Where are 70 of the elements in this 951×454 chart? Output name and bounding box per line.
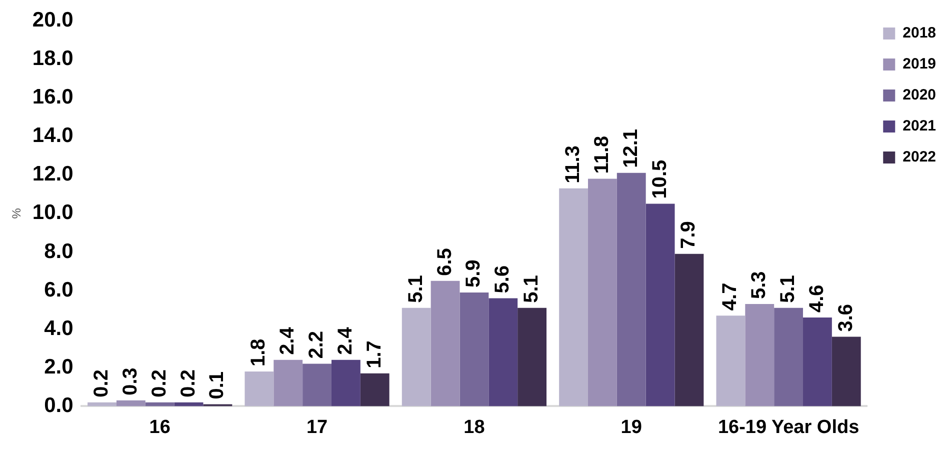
legend-label: 2021 — [902, 118, 936, 135]
bar — [145, 402, 174, 406]
bar — [716, 316, 746, 406]
bar — [430, 280, 460, 406]
data-label: 11.8 — [590, 136, 613, 174]
data-label: 5.1 — [404, 275, 427, 303]
y-tick-label: 2.0 — [44, 355, 74, 378]
bar — [116, 400, 146, 406]
data-label: 2.4 — [334, 326, 356, 355]
data-label: 12.1 — [620, 128, 642, 168]
y-tick-label: 16.0 — [32, 86, 74, 109]
data-label: 4.7 — [719, 282, 742, 311]
bar — [88, 402, 116, 406]
x-tick-label: 16 — [149, 416, 170, 438]
data-label: 5.1 — [777, 275, 800, 303]
data-label: 6.5 — [434, 248, 456, 276]
bar — [588, 178, 617, 406]
data-label: 4.6 — [806, 284, 828, 313]
legend-label: 2020 — [902, 86, 936, 104]
y-tick-label: 14.0 — [32, 124, 74, 148]
bar — [331, 360, 360, 406]
bar — [402, 308, 431, 406]
bar — [274, 360, 303, 406]
y-tick-label: 18.0 — [32, 46, 74, 70]
data-label: 5.9 — [462, 260, 485, 288]
y-tick-label: 8.0 — [44, 240, 74, 263]
bar — [832, 336, 861, 406]
y-tick-label: 4.0 — [44, 316, 74, 340]
y-axis-title: % — [10, 208, 24, 219]
data-label: 7.9 — [678, 221, 700, 249]
x-tick-label: 19 — [620, 416, 642, 438]
data-label: 10.5 — [648, 160, 671, 199]
bar — [674, 254, 704, 406]
data-label: 0.2 — [148, 370, 170, 398]
x-tick-label: 18 — [464, 416, 485, 438]
bar — [518, 308, 546, 406]
bar — [745, 304, 774, 406]
data-label: 3.6 — [834, 304, 857, 332]
legend-label: 2019 — [902, 56, 936, 73]
y-tick-label: 0.0 — [44, 394, 74, 417]
data-label: 2.4 — [276, 326, 299, 355]
y-tick-label: 20.0 — [32, 8, 74, 32]
bar — [360, 373, 390, 406]
bar — [803, 318, 832, 406]
data-label: 2.2 — [306, 330, 328, 359]
bar — [302, 364, 332, 406]
bar — [460, 292, 489, 406]
data-label: 1.8 — [248, 338, 270, 366]
y-tick-label: 10.0 — [32, 201, 74, 224]
legend-label: 2018 — [902, 24, 936, 42]
data-label: 0.2 — [90, 370, 113, 398]
bar — [774, 308, 804, 406]
data-label: 5.3 — [748, 271, 770, 300]
x-tick-label: 16-19 Year Olds — [718, 416, 860, 438]
legend-label: 2022 — [902, 148, 936, 166]
bar — [616, 172, 646, 406]
y-tick-label: 6.0 — [44, 278, 74, 302]
data-label: 11.3 — [562, 146, 584, 184]
x-tick-label: 17 — [306, 416, 328, 438]
data-label: 0.2 — [177, 370, 200, 398]
data-label: 0.1 — [206, 371, 228, 400]
data-label: 5.6 — [492, 265, 514, 294]
data-label: 1.7 — [363, 340, 386, 368]
bar — [646, 204, 675, 406]
bar — [488, 298, 518, 406]
data-label: 5.1 — [520, 275, 543, 303]
data-label: 0.3 — [119, 368, 142, 396]
bar — [559, 188, 588, 406]
y-tick-label: 12.0 — [32, 162, 74, 186]
bar — [244, 371, 274, 406]
